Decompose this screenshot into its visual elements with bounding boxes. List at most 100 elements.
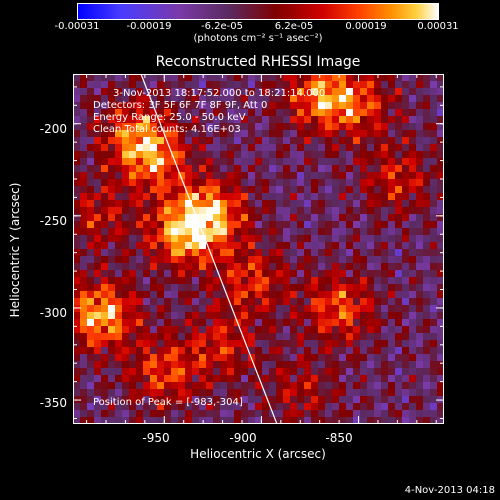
heatmap-cell (437, 347, 444, 355)
heatmap-cell (255, 368, 263, 376)
heatmap-cell (339, 368, 347, 376)
heatmap-cell (325, 382, 333, 390)
heatmap-cell (227, 277, 235, 285)
heatmap-cell (150, 193, 158, 201)
y-axis-label: Heliocentric Y (arcsec) (8, 182, 22, 318)
heatmap-cell (220, 382, 228, 390)
heatmap-cell (157, 382, 165, 390)
heatmap-cell (73, 382, 81, 390)
heatmap-cell (374, 221, 382, 229)
heatmap-cell (94, 123, 102, 131)
heatmap-cell (290, 326, 298, 334)
heatmap-cell (101, 319, 109, 327)
heatmap-cell (248, 172, 256, 180)
heatmap-cell (346, 186, 354, 194)
heatmap-cell (290, 417, 298, 424)
heatmap-cell (332, 298, 340, 306)
heatmap-cell (339, 403, 347, 411)
heatmap-cell (150, 270, 158, 278)
heatmap-cell (213, 228, 221, 236)
heatmap-cell (346, 102, 354, 110)
heatmap-cell (290, 144, 298, 152)
heatmap-cell (73, 116, 81, 124)
heatmap-cell (430, 326, 438, 334)
heatmap-cell (234, 382, 242, 390)
heatmap-cell (402, 151, 410, 159)
heatmap-cell (164, 88, 172, 96)
heatmap-cell (269, 361, 277, 369)
heatmap-cell (164, 396, 172, 404)
heatmap-cell (297, 81, 305, 89)
heatmap-cell (402, 389, 410, 397)
heatmap-cell (241, 291, 249, 299)
heatmap-cell (339, 179, 347, 187)
heatmap-cell (423, 95, 431, 103)
heatmap-cell (213, 235, 221, 243)
heatmap-cell (416, 403, 424, 411)
heatmap-cell (178, 81, 186, 89)
heatmap-cell (346, 333, 354, 341)
heatmap-cell (220, 291, 228, 299)
heatmap-cell (437, 123, 444, 131)
heatmap-cell (346, 410, 354, 418)
heatmap-image (73, 74, 444, 424)
heatmap-cell (381, 375, 389, 383)
heatmap-cell (311, 144, 319, 152)
heatmap-cell (374, 186, 382, 194)
heatmap-cell (283, 200, 291, 208)
heatmap-cell (388, 326, 396, 334)
heatmap-cell (388, 256, 396, 264)
heatmap-cell (108, 284, 116, 292)
heatmap-cell (255, 81, 263, 89)
heatmap-cell (87, 193, 95, 201)
heatmap-cell (437, 403, 444, 411)
heatmap-cell (283, 109, 291, 117)
heatmap-cell (437, 158, 444, 166)
heatmap-cell (136, 102, 144, 110)
heatmap-cell (374, 249, 382, 257)
heatmap-cell (388, 242, 396, 250)
heatmap-cell (360, 312, 368, 320)
heatmap-cell (122, 368, 130, 376)
heatmap-cell (220, 109, 228, 117)
heatmap-cell (402, 207, 410, 215)
heatmap-cell (178, 298, 186, 306)
heatmap-cell (199, 382, 207, 390)
heatmap-cell (416, 291, 424, 299)
heatmap-cell (136, 305, 144, 313)
heatmap-cell (388, 137, 396, 145)
heatmap-cell (409, 410, 417, 418)
energy-annotation: Energy Range: 25.0 - 50.0 keV (93, 112, 246, 123)
heatmap-cell (283, 389, 291, 397)
heatmap-cell (423, 165, 431, 173)
heatmap-cell (192, 263, 200, 271)
heatmap-cell (94, 137, 102, 145)
heatmap-cell (395, 235, 403, 243)
heatmap-cell (423, 109, 431, 117)
heatmap-cell (276, 144, 284, 152)
heatmap-cell (262, 361, 270, 369)
heatmap-cell (220, 298, 228, 306)
heatmap-cell (108, 102, 116, 110)
heatmap-cell (402, 179, 410, 187)
heatmap-cell (262, 312, 270, 320)
heatmap-cell (164, 382, 172, 390)
heatmap-cell (80, 74, 88, 82)
heatmap-cell (283, 151, 291, 159)
heatmap-cell (381, 74, 389, 82)
heatmap-cell (374, 172, 382, 180)
heatmap-cell (311, 256, 319, 264)
heatmap-cell (332, 284, 340, 292)
heatmap-cell (416, 368, 424, 376)
heatmap-cell (129, 88, 137, 96)
heatmap-cell (213, 242, 221, 250)
heatmap-cell (283, 186, 291, 194)
heatmap-cell (87, 410, 95, 418)
heatmap-cell (171, 249, 179, 257)
heatmap-cell (157, 291, 165, 299)
heatmap-cell (332, 158, 340, 166)
heatmap-cell (73, 144, 81, 152)
heatmap-cell (136, 298, 144, 306)
heatmap-cell (416, 214, 424, 222)
heatmap-cell (101, 74, 109, 82)
